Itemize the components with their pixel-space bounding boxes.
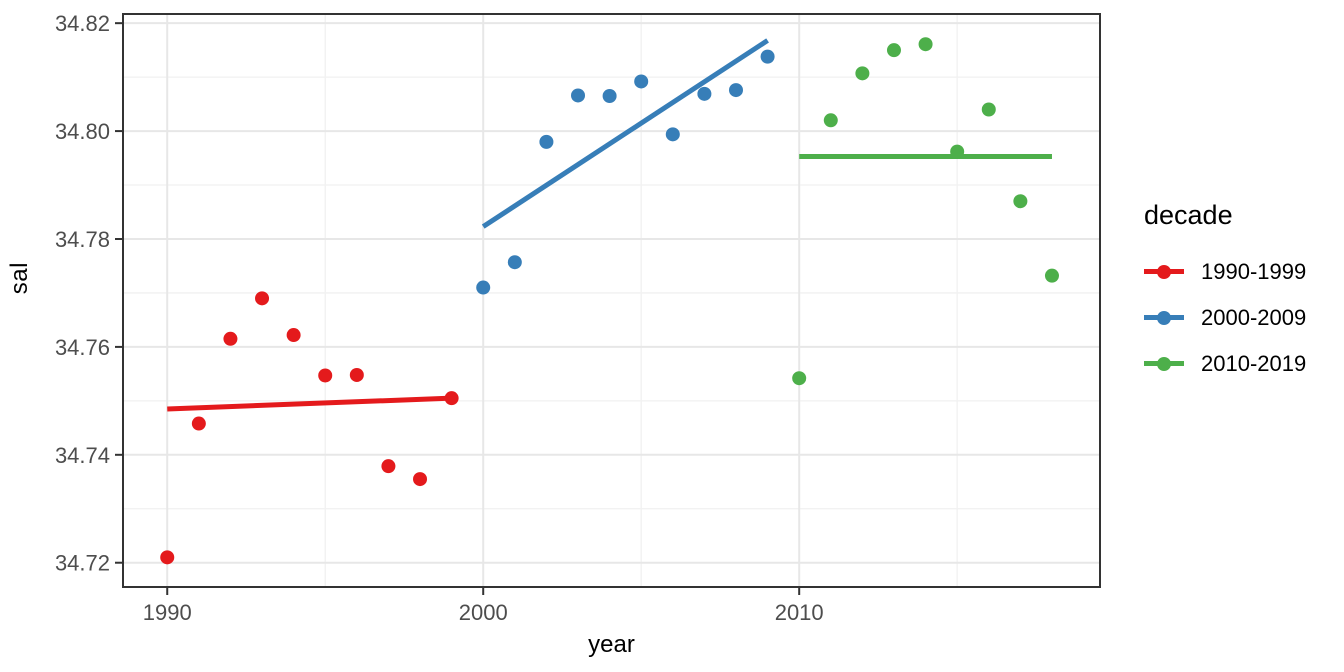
legend-label: 1990-1999 (1201, 259, 1307, 284)
data-point (539, 134, 554, 149)
data-point (950, 144, 965, 159)
data-point (792, 371, 807, 386)
data-point (476, 280, 491, 295)
plot-panel (123, 14, 1100, 587)
x-tick-label: 2000 (459, 600, 508, 625)
data-point (665, 127, 680, 142)
data-point (728, 83, 743, 98)
y-tick-label: 34.80 (55, 119, 110, 144)
data-point (571, 88, 586, 103)
trend-line (481, 38, 769, 229)
legend-label: 2010-2019 (1201, 351, 1307, 376)
legend-key-icon (1144, 357, 1184, 371)
data-point (634, 74, 649, 89)
data-point (1013, 194, 1028, 209)
y-tick-label: 34.76 (55, 335, 110, 360)
y-tick-label: 34.82 (55, 11, 110, 36)
panel-border (122, 13, 1101, 588)
data-point (381, 459, 396, 474)
data-point (918, 37, 933, 52)
data-point (191, 416, 206, 431)
y-tick-label: 34.74 (55, 443, 110, 468)
data-point (349, 367, 364, 382)
legend: decade 1990-1999 2000-2009 2010-2019 (1144, 200, 1306, 387)
data-point (886, 43, 901, 58)
data-point (602, 89, 617, 104)
legend-item: 1990-1999 (1144, 249, 1306, 295)
data-point (823, 113, 838, 128)
y-tick-label: 34.72 (55, 551, 110, 576)
data-point (697, 86, 712, 101)
legend-item: 2010-2019 (1144, 341, 1306, 387)
x-tick-label: 1990 (143, 600, 192, 625)
data-point (318, 368, 333, 383)
data-point (444, 391, 459, 406)
data-point (413, 472, 428, 487)
data-point (255, 291, 270, 306)
legend-label: 2000-2009 (1201, 305, 1307, 330)
legend-key-icon (1144, 311, 1184, 325)
data-point (286, 328, 301, 343)
x-tick-label: 2010 (775, 600, 824, 625)
legend-items: 1990-1999 2000-2009 2010-2019 (1144, 249, 1306, 387)
y-tick-label: 34.78 (55, 227, 110, 252)
data-point (981, 102, 996, 117)
data-point (223, 331, 238, 346)
data-point (1044, 268, 1059, 283)
legend-key-icon (1144, 265, 1184, 279)
data-point (760, 49, 775, 64)
y-axis-title: sal (6, 262, 33, 295)
legend-item: 2000-2009 (1144, 295, 1306, 341)
data-point (160, 550, 175, 565)
data-point (855, 66, 870, 81)
trend-line (167, 395, 452, 412)
data-point (507, 255, 522, 270)
legend-title: decade (1144, 200, 1233, 230)
x-axis-title: year (588, 631, 635, 658)
